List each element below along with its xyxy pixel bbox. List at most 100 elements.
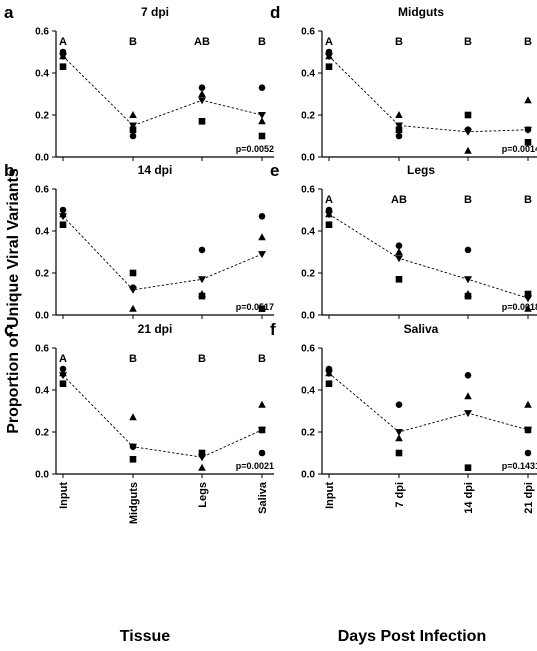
- data-point-circle: [129, 284, 137, 292]
- y-tick-label: 0.2: [301, 269, 315, 280]
- x-tick-label: Legs: [197, 482, 209, 508]
- data-point-square: [59, 380, 67, 387]
- data-point-square: [464, 111, 472, 119]
- mean-point: [395, 122, 403, 130]
- data-point-triangle: [395, 111, 403, 118]
- mean-line: [62, 374, 263, 458]
- data-point-square: [59, 221, 67, 228]
- data-point-circle: [395, 132, 403, 140]
- p-value: p=0.0014: [502, 144, 537, 154]
- data-point-circle: [395, 242, 403, 249]
- data-point-triangle: [129, 413, 137, 421]
- x-tick-label: Input: [58, 482, 70, 509]
- data-point-triangle: [464, 290, 472, 297]
- mean-point: [258, 251, 266, 259]
- data-point-square: [258, 132, 266, 140]
- data-point-circle: [395, 401, 403, 409]
- panel-f: 0.0 0.2 0.4 0.6 Input 7 dpi 14 dpi 21 dpi f Saliv…: [270, 320, 537, 514]
- y-tick-label: 0.4: [301, 227, 315, 238]
- x-axis-label-days: Days Post Infection: [338, 628, 486, 645]
- significance-label: B: [258, 36, 266, 48]
- panel-b: 0.0 0.2 0.4 0.6 b 14 dpi p=0.0517: [4, 161, 274, 322]
- data-point-square: [325, 221, 333, 228]
- data-point-triangle: [524, 96, 532, 104]
- x-tick-label: Midguts: [128, 482, 140, 524]
- data-point-circle: [464, 372, 472, 379]
- data-point-triangle: [258, 117, 266, 125]
- p-value: p=0.0021: [236, 461, 274, 471]
- data-point-triangle: [395, 248, 403, 255]
- mean-point: [129, 122, 137, 130]
- y-tick-label: 0.4: [35, 227, 49, 238]
- data-point-circle: [258, 449, 266, 457]
- panel-letter: d: [270, 3, 280, 22]
- data-point-square: [395, 126, 403, 133]
- significance-label: A: [325, 36, 333, 48]
- panel-letter: f: [270, 320, 276, 339]
- data-point-circle: [59, 48, 67, 56]
- mean-line: [328, 213, 529, 299]
- data-point-circle: [524, 126, 532, 133]
- data-point-circle: [325, 206, 333, 214]
- data-point-square: [129, 269, 137, 277]
- data-point-triangle: [198, 463, 206, 471]
- mean-point: [258, 112, 266, 119]
- x-tick-label: 14 dpi: [463, 482, 475, 514]
- data-point-square: [59, 63, 67, 70]
- data-point-circle: [129, 132, 137, 140]
- panel-letter: c: [4, 320, 13, 339]
- mean-line: [62, 55, 263, 127]
- data-point-triangle: [198, 290, 206, 297]
- data-point-square: [524, 290, 532, 298]
- panel-title: Legs: [407, 163, 435, 177]
- y-tick-label: 0.0: [301, 153, 315, 164]
- data-point-circle: [198, 246, 206, 254]
- y-tick-label: 0.2: [301, 428, 315, 439]
- data-point-triangle: [258, 400, 266, 408]
- data-point-circle: [325, 48, 333, 56]
- data-point-square: [395, 276, 403, 283]
- data-point-triangle: [464, 392, 472, 400]
- p-value: p=0.0018: [502, 302, 537, 312]
- data-point-triangle: [198, 90, 206, 97]
- y-tick-label: 0.4: [35, 69, 49, 80]
- y-tick-label: 0.6: [35, 27, 49, 38]
- data-point-square: [464, 464, 472, 471]
- data-point-square: [129, 456, 137, 463]
- data-point-circle: [464, 246, 472, 254]
- y-tick-label: 0.6: [301, 344, 315, 355]
- mean-point: [395, 429, 403, 436]
- significance-label: B: [464, 36, 472, 48]
- significance-label: B: [129, 353, 137, 365]
- panel-title: 7 dpi: [141, 5, 169, 19]
- data-point-triangle: [325, 210, 333, 218]
- significance-label: A: [325, 194, 333, 206]
- mean-point: [198, 276, 206, 284]
- data-point-triangle: [325, 52, 333, 60]
- significance-label: B: [198, 353, 206, 365]
- data-point-circle: [325, 365, 333, 373]
- significance-label: B: [524, 36, 532, 48]
- y-tick-label: 0.6: [301, 185, 315, 196]
- data-point-circle: [524, 449, 532, 457]
- data-point-circle: [59, 365, 67, 373]
- significance-label: B: [258, 353, 266, 365]
- data-point-square: [129, 126, 137, 133]
- data-point-triangle: [258, 233, 266, 241]
- y-tick-label: 0.2: [35, 111, 49, 122]
- data-point-triangle: [524, 400, 532, 408]
- significance-label: B: [395, 36, 403, 48]
- mean-line: [328, 55, 529, 133]
- y-axis-label: Proportion of Unique Viral Variants: [5, 168, 22, 434]
- significance-label: A: [59, 353, 67, 365]
- x-tick-label: 21 dpi: [523, 482, 535, 514]
- y-tick-label: 0.2: [35, 428, 49, 439]
- data-point-triangle: [325, 369, 333, 377]
- data-point-square: [524, 139, 532, 146]
- y-tick-label: 0.2: [35, 269, 49, 280]
- data-point-triangle: [129, 304, 137, 312]
- y-tick-label: 0.6: [301, 27, 315, 38]
- y-tick-label: 0.4: [301, 386, 315, 397]
